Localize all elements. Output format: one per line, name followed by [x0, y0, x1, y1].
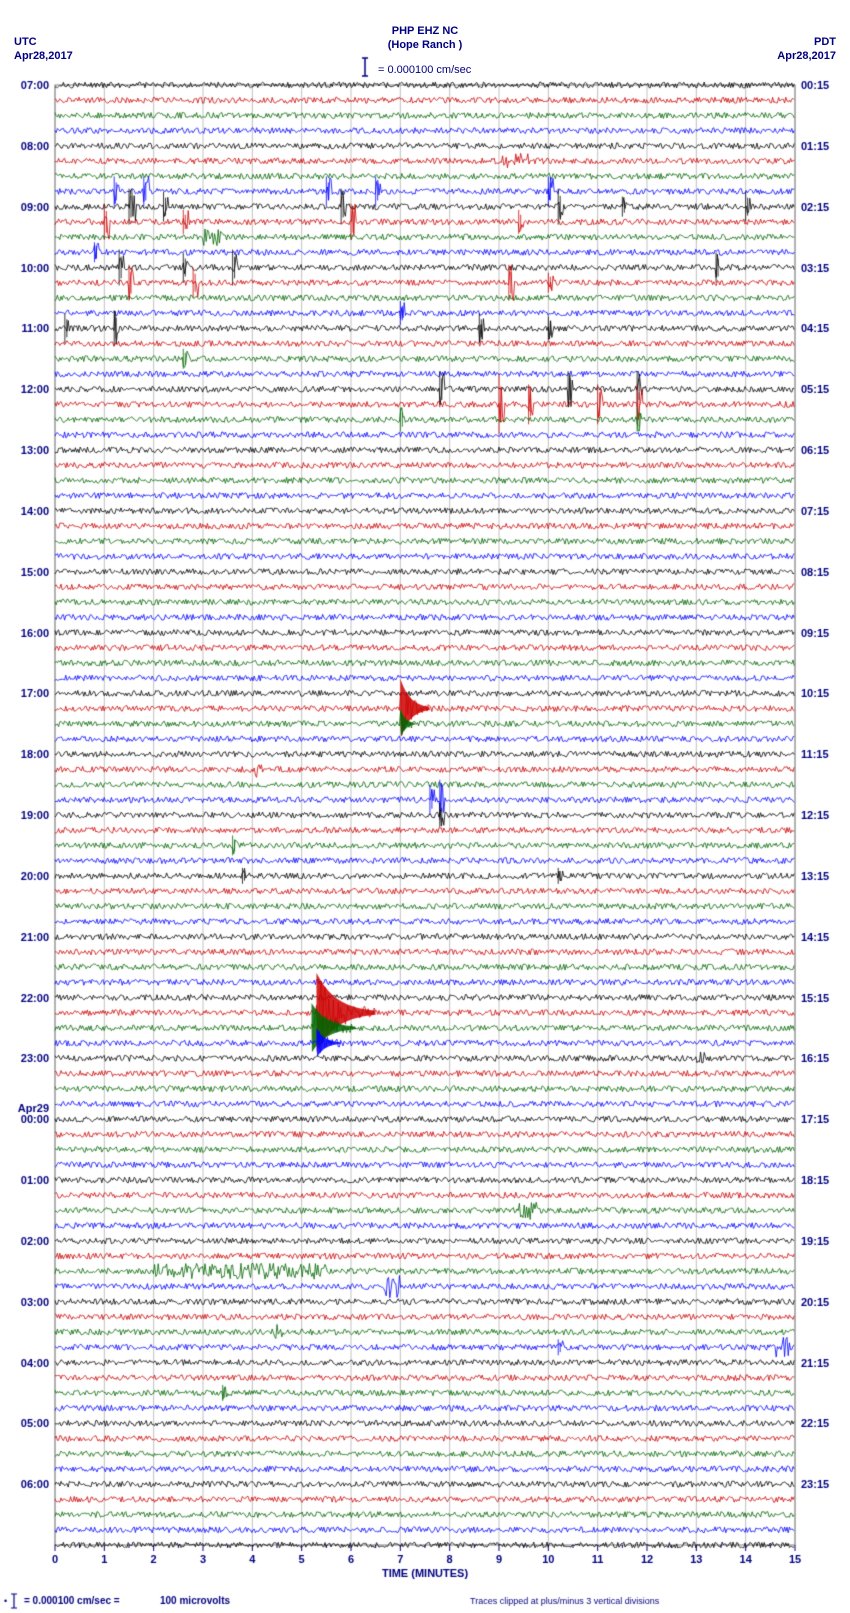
seismogram-canvas [0, 0, 850, 1613]
seismogram-page: UTC Apr28,2017 PDT Apr28,2017 PHP EHZ NC… [0, 0, 850, 1613]
